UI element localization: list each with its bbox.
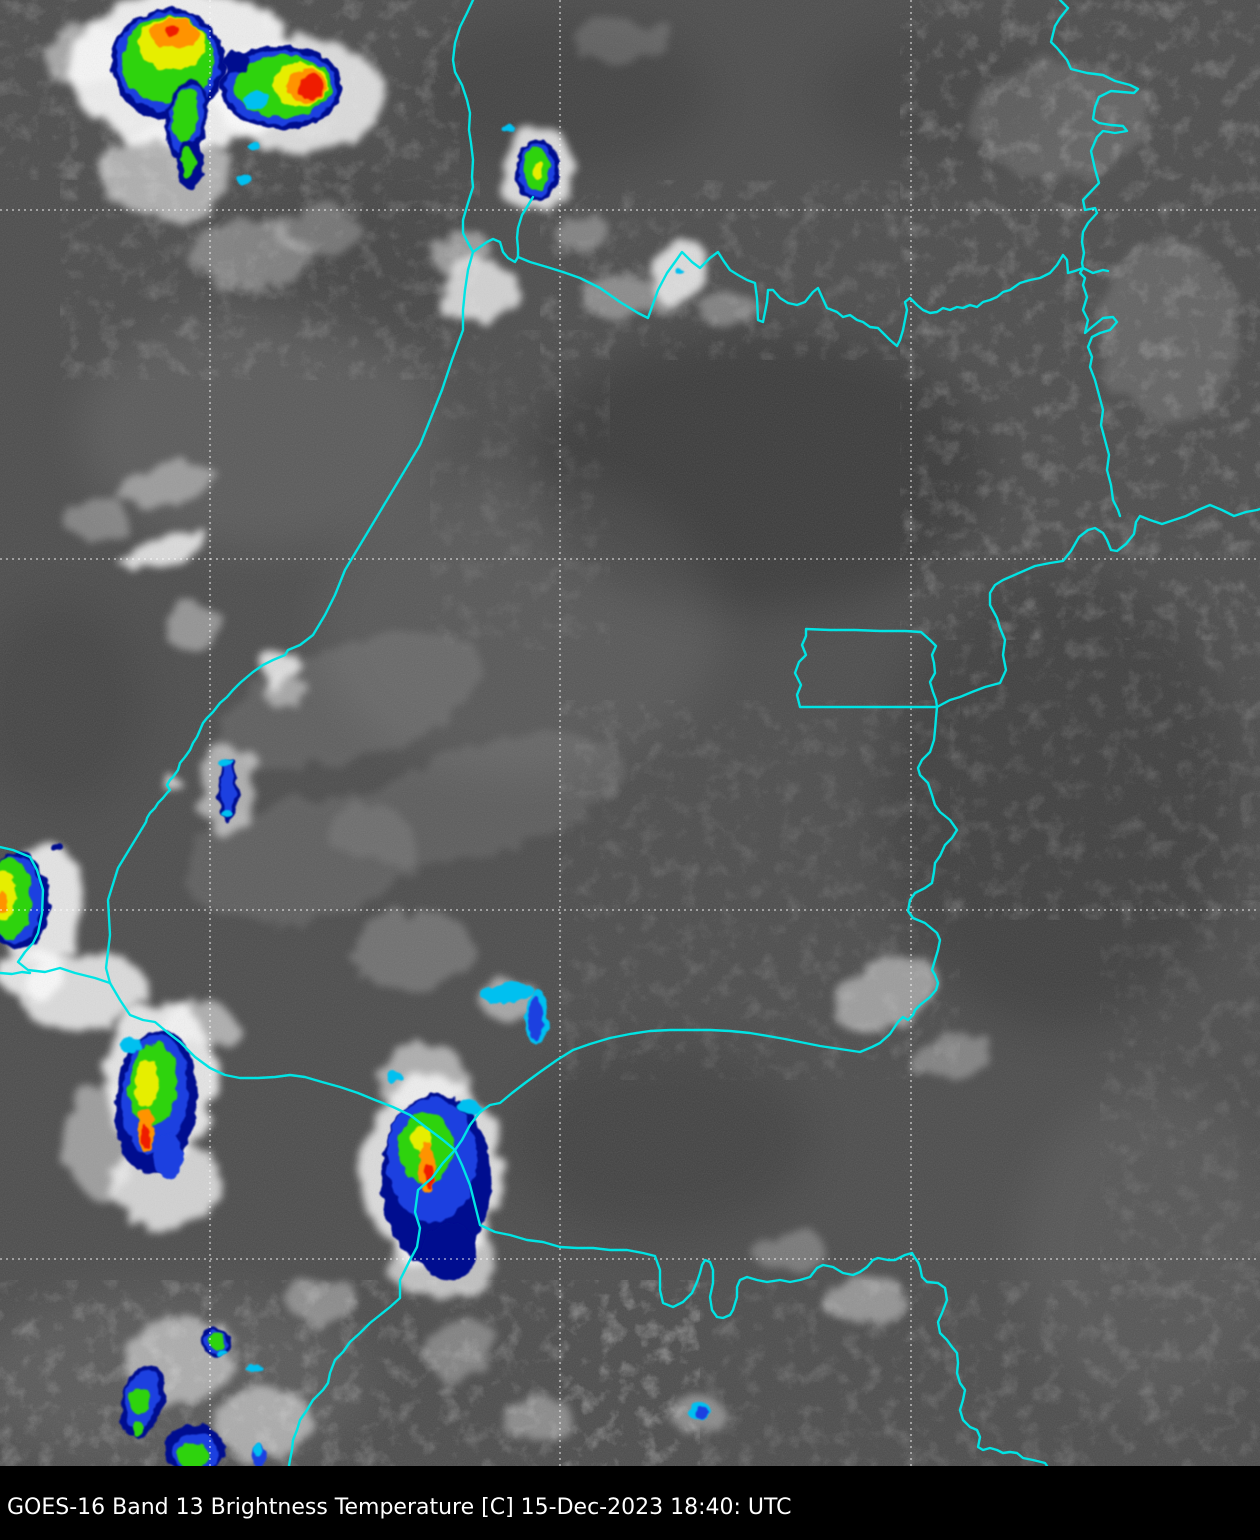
cold-pixel-specks-layer: [675, 268, 685, 274]
storm-bottom-cluster-layer: [209, 1332, 225, 1350]
cold-pixel-specks-layer: [222, 811, 232, 819]
cold-pixel-specks-layer: [694, 1408, 708, 1418]
storm-north-small: [515, 139, 559, 201]
border-mid-river: [1078, 266, 1122, 518]
storm-nw-fish: [220, 45, 342, 129]
storm-bottom-cluster-layer: [130, 1387, 148, 1415]
caption-bar: [0, 1466, 1260, 1540]
storm-west-column: [114, 1030, 198, 1179]
border-west-river: [451, 0, 520, 264]
cold-pixel-specks-layer: [249, 142, 261, 150]
storm-bottom-cluster-layer: [253, 1444, 263, 1456]
storm-south-large-layer: [458, 1099, 482, 1115]
cold-pixel-specks-layer: [221, 763, 235, 815]
storm-west-column-layer: [140, 1123, 152, 1147]
storm-west-column-layer: [153, 1135, 183, 1179]
storm-bottom-cluster-layer: [133, 1422, 143, 1436]
cold-pixel-specks-layer: [219, 759, 231, 767]
storm-nw-large-layer: [181, 146, 195, 178]
storm-west-column-layer: [120, 1037, 142, 1053]
geo-borders: [0, 0, 1260, 1468]
cold-pixel-specks-layer: [387, 1071, 401, 1081]
storm-west-edge-layer: [0, 891, 6, 915]
border-storm-stub: [515, 195, 535, 259]
storm-south-large-layer: [477, 983, 533, 1003]
storm-bottom-cluster: [120, 1328, 267, 1474]
border-boundary-rectangle: [793, 627, 939, 709]
storm-nw-large: [111, 9, 225, 190]
border-north-river: [1049, 0, 1140, 270]
border-northeast-border: [935, 503, 1260, 709]
storm-nw-fish-layer: [298, 74, 324, 100]
storm-west-edge: [0, 852, 49, 950]
storm-north-small-layer: [533, 163, 543, 179]
storm-south-large-layer: [529, 996, 543, 1042]
border-southeast-border: [108, 981, 457, 1152]
border-west-storm-loop: [0, 845, 112, 985]
cold-pixel-specks: [52, 124, 711, 1419]
storm-bottom-cluster-layer: [177, 1443, 209, 1469]
storm-nw-fish-layer: [243, 91, 269, 109]
sensor-grain: [0, 0, 1260, 1466]
caption-text: GOES-16 Band 13 Brightness Temperature […: [7, 1495, 792, 1520]
cold-pixel-specks-layer: [248, 1365, 264, 1371]
border-west-edge-stub: [0, 970, 32, 976]
border-south-wavy-border: [453, 1148, 1049, 1468]
cold-pixel-specks-layer: [502, 124, 514, 132]
border-diagonal-border: [104, 250, 475, 985]
storm-south-large-layer: [422, 1223, 476, 1281]
border-east-west-border: [516, 250, 1085, 348]
cold-pixel-specks-layer: [236, 175, 250, 185]
storm-nw-large-layer: [165, 25, 179, 35]
border-southwest-border: [287, 1148, 457, 1468]
latlon-grid: [0, 0, 1260, 1466]
storm-nw-fish-layer: [223, 51, 251, 73]
storm-nw-large-layer: [172, 87, 198, 143]
border-border-spur: [1081, 266, 1110, 275]
storm-bottom-cluster-layer: [216, 1350, 226, 1356]
border-storm-crossing-border: [453, 705, 959, 1152]
cold-pixel-specks-layer: [52, 844, 62, 852]
storm-west-column-layer: [134, 1060, 160, 1106]
